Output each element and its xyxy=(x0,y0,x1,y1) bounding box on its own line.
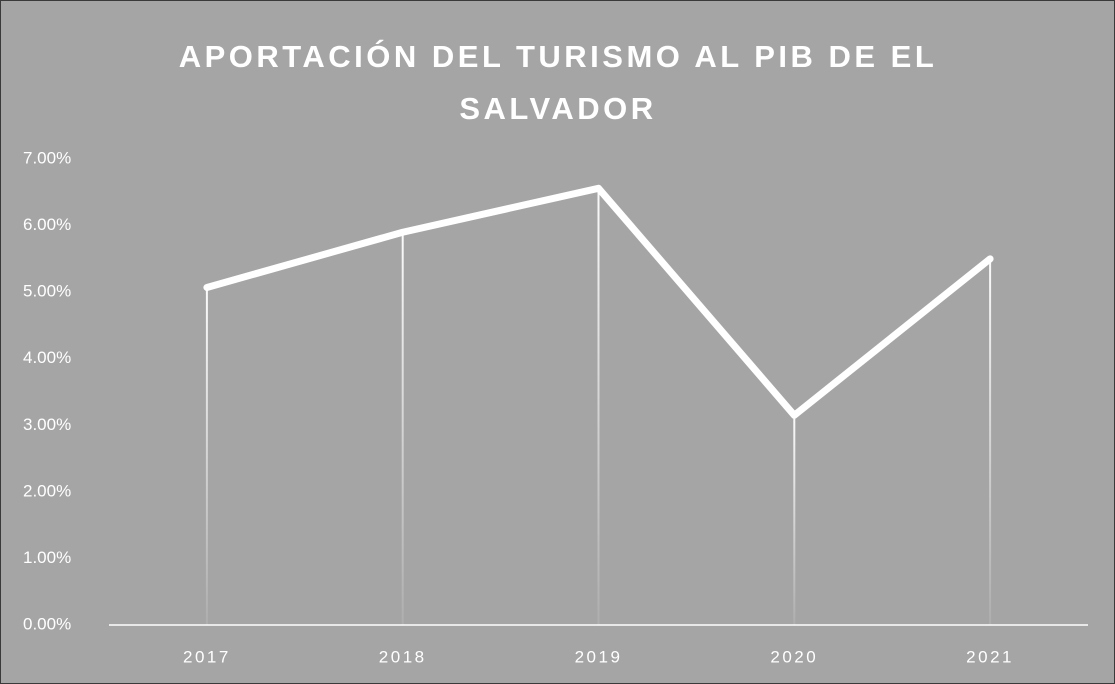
y-tick-label: 0.00% xyxy=(23,614,71,633)
drop-line xyxy=(401,232,404,625)
x-tick-label: 2017 xyxy=(183,647,231,666)
y-tick-label: 7.00% xyxy=(23,148,71,167)
x-tick-label: 2020 xyxy=(770,647,818,666)
drop-line xyxy=(793,415,796,625)
y-tick-label: 5.00% xyxy=(23,282,71,301)
x-tick-label: 2018 xyxy=(379,647,427,666)
y-tick-label: 3.00% xyxy=(23,415,71,434)
drop-line xyxy=(205,287,208,625)
y-tick-label: 6.00% xyxy=(23,215,71,234)
drop-line xyxy=(989,258,992,625)
x-tick-label: 2021 xyxy=(966,647,1014,666)
y-tick-label: 4.00% xyxy=(23,348,71,367)
chart-title: APORTACIÓN DEL TURISMO AL PIB DE EL SALV… xyxy=(178,39,938,126)
x-tick-label: 2019 xyxy=(575,647,623,666)
y-tick-label: 1.00% xyxy=(23,548,71,567)
y-tick-label: 2.00% xyxy=(23,481,71,500)
data-line xyxy=(203,184,994,419)
drop-line xyxy=(597,188,600,625)
